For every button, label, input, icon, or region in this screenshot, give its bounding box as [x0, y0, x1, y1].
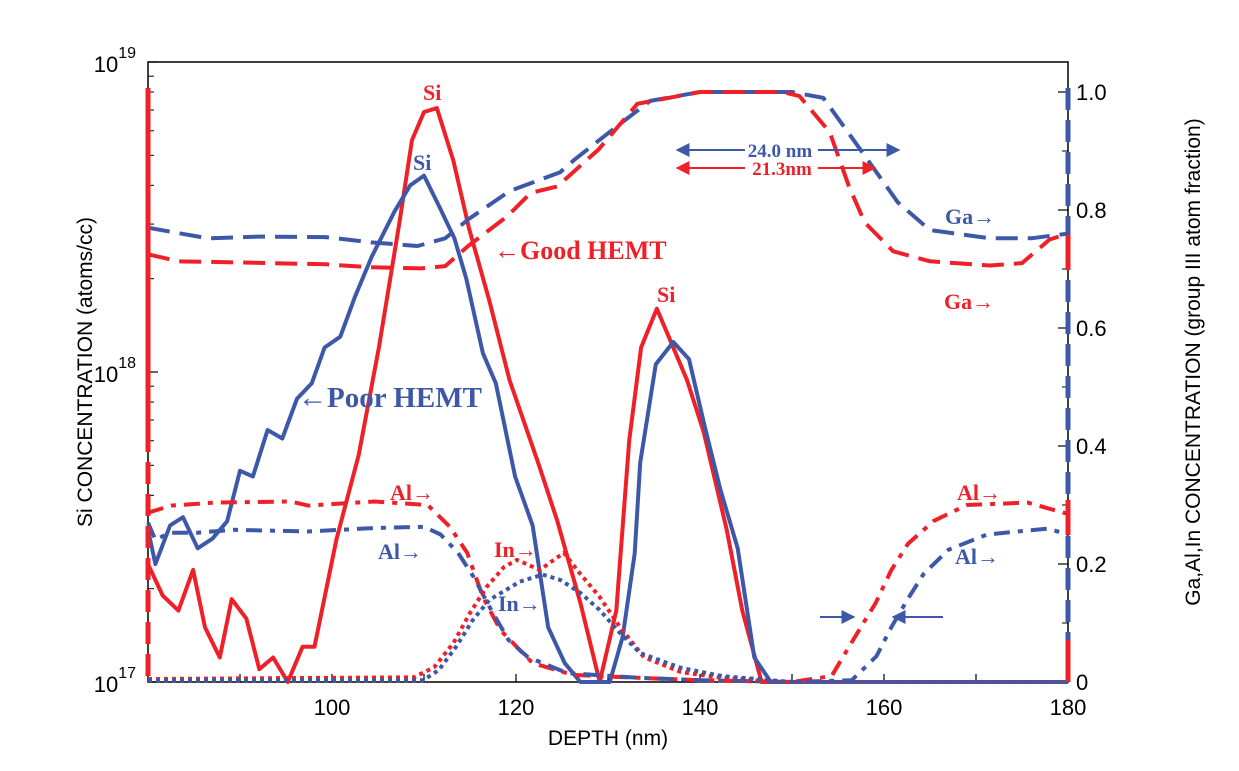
annotation-in-poor: In→	[498, 591, 541, 616]
y-right-tick-label: 0	[1076, 670, 1088, 695]
x-tick-label: 140	[682, 695, 719, 720]
y-left-tick-label: 1018	[94, 355, 136, 387]
y-right-axis-title: Ga,Al,In CONCENTRATION (group III atom f…	[1182, 118, 1205, 605]
plot-border	[147, 61, 1069, 683]
plot-frame	[147, 61, 1069, 683]
x-tick-label: 120	[498, 695, 535, 720]
annotation-si-poor-peak1: Si	[413, 150, 431, 175]
y-right-tick-label: 0.8	[1076, 198, 1107, 223]
annotation-al-poor-left: Al→	[378, 539, 422, 564]
annotation-si-good-peak1: Si	[423, 80, 441, 105]
axis-ticks: 100 120 140 160 180 1019 1018 1017 0 0.2 0.4 0.6 0.8…	[94, 45, 1107, 720]
y-left-tick-label: 1017	[94, 665, 136, 697]
series-si-poor-hemt	[146, 173, 1068, 684]
series-si-good-hemt	[146, 106, 1068, 684]
series-al-poor-hemt	[146, 521, 1069, 684]
annotation-in-good: In→	[494, 537, 537, 562]
series-ga-good-hemt	[147, 90, 1069, 271]
x-tick-label: 160	[866, 695, 903, 720]
series-in-good-hemt	[147, 550, 1068, 684]
series-group	[146, 90, 1069, 684]
series-ga-poor-hemt	[147, 90, 1069, 248]
annotation-al-good-left: Al→	[390, 480, 434, 505]
annotation-si-good-peak2: Si	[657, 282, 675, 307]
annotation-poor-hemt: ←Poor HEMT	[298, 382, 482, 414]
x-tick-label: 180	[1050, 695, 1087, 720]
series-al-good-hemt	[147, 499, 1069, 684]
series-in-poor-hemt	[148, 572, 1068, 684]
x-axis-title: DEPTH (nm)	[548, 727, 668, 750]
y-right-tick-label: 1.0	[1076, 80, 1107, 105]
y-left-tick-label: 1019	[94, 45, 136, 77]
annotation-good-hemt: ←Good HEMT	[494, 236, 667, 265]
y-right-tick-label: 0.4	[1076, 434, 1107, 459]
annotation-ga-poor: Ga→	[945, 204, 995, 229]
annotation-width-good: 21.3nm	[752, 159, 812, 180]
annotation-width-poor: 24.0 nm	[748, 141, 813, 162]
annotation-al-poor-right: Al→	[955, 544, 999, 569]
x-tick-label: 100	[314, 695, 351, 720]
annotation-ga-good: Ga→	[944, 289, 994, 314]
y-right-tick-label: 0.2	[1076, 552, 1107, 577]
y-right-tick-label: 0.6	[1076, 316, 1107, 341]
y-left-axis-title: Si CONCENTRATION (atoms/cc)	[74, 217, 97, 527]
annotation-al-good-right: Al→	[957, 480, 1001, 505]
